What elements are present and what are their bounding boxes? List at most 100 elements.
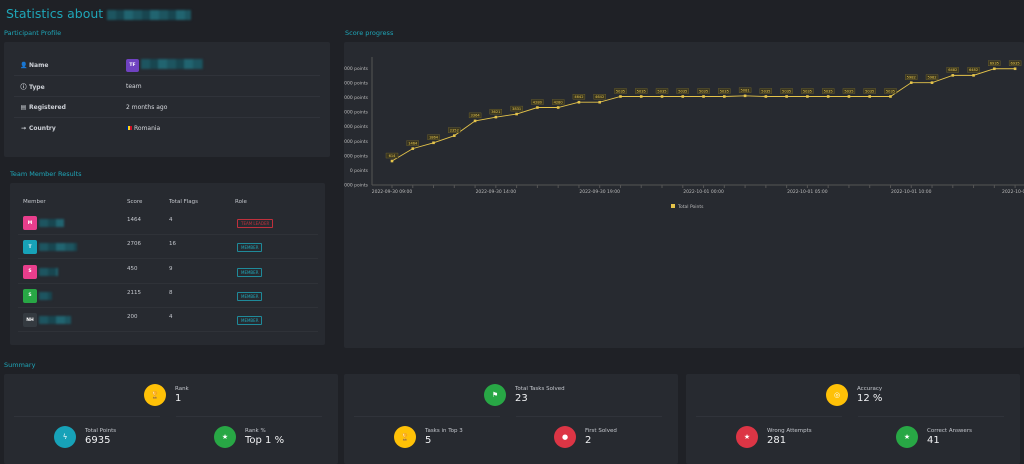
legend-label: Total Points	[677, 204, 704, 210]
data-label: 5035	[720, 89, 729, 93]
summary-card	[344, 374, 678, 464]
data-point	[868, 95, 872, 98]
y-tick-label: 2000 points	[344, 139, 369, 145]
profile-card: 👤 Name TF ⓘ Type team ▤ Registered 2 months ago →…	[4, 42, 330, 157]
target-icon: ◎	[826, 384, 848, 406]
data-label: 5035	[699, 89, 708, 93]
table-row: S 450 9 MEMBER	[18, 260, 318, 284]
data-label-bg	[738, 87, 752, 93]
avatar: T	[23, 240, 37, 255]
data-label-bg	[552, 99, 565, 105]
member-flags: 4	[169, 314, 173, 321]
stat-value: Top 1 %	[245, 435, 285, 446]
role-badge: MEMBER	[237, 243, 263, 253]
data-point	[723, 95, 726, 98]
data-point	[1013, 67, 1017, 71]
member-score: 2115	[127, 289, 141, 296]
data-point	[577, 100, 581, 104]
bolt-icon: ϟ	[54, 426, 76, 448]
table-row: S 2115 8 MEMBER	[18, 284, 318, 308]
data-label-bg	[863, 88, 876, 94]
data-label: 3364	[471, 114, 481, 118]
star-icon: ★	[896, 426, 918, 448]
y-tick-label: 0 points	[350, 168, 369, 174]
stat-accuracy: ◎ Accuracy 12 %	[826, 384, 882, 406]
avatar: S	[23, 288, 37, 303]
profile-value: 2 months ago	[126, 103, 168, 111]
stat-value: 12 %	[857, 393, 883, 404]
chart-card: -1000 points 0 points 1000 points 2000 poin…	[344, 42, 1024, 348]
stat-label: Correct Answers	[927, 428, 972, 434]
data-label-bg	[759, 88, 773, 94]
data-label-bg	[801, 88, 814, 94]
redacted-name	[107, 9, 192, 20]
member-cell[interactable]: S	[23, 264, 58, 279]
stat-label: Wrong Attempts	[767, 428, 812, 434]
data-label: 5035	[657, 89, 666, 93]
member-cell[interactable]: T	[23, 240, 77, 255]
data-label-bg	[448, 127, 461, 133]
series-line	[391, 68, 1016, 162]
member-score: 200	[127, 314, 138, 321]
profile-row-country: → Country Romania	[20, 125, 161, 132]
data-point	[390, 159, 394, 163]
redacted-name	[39, 219, 64, 227]
stat-value: 23	[515, 393, 528, 404]
data-point	[411, 147, 415, 150]
stat-correct-answers: ★ Correct Answers 41	[896, 426, 972, 448]
data-label-bg	[572, 94, 586, 100]
data-label-bg	[884, 88, 897, 94]
data-label-bg	[780, 88, 793, 94]
data-point	[806, 95, 809, 98]
stat-value: 281	[767, 435, 787, 446]
stat-label: Rank %	[245, 428, 266, 434]
role-badge: MEMBER	[237, 291, 263, 301]
data-point	[681, 95, 685, 98]
avatar: M	[23, 216, 37, 230]
data-label-bg	[614, 88, 627, 94]
star-icon: ★	[736, 426, 758, 448]
data-point	[785, 95, 788, 98]
redacted-name	[39, 316, 71, 325]
data-label: 2352	[450, 128, 459, 132]
stat-label: Rank	[175, 386, 189, 392]
trophy-icon: 🏆	[394, 426, 416, 448]
avatar: S	[23, 264, 37, 279]
data-point	[826, 95, 830, 98]
data-point	[909, 81, 913, 84]
profile-section-title: Participant Profile	[4, 29, 62, 37]
data-label-bg	[842, 88, 856, 94]
data-label-bg	[406, 140, 419, 146]
profile-row-registered: ▤ Registered 2 months ago	[14, 97, 320, 118]
member-flags: 9	[169, 265, 173, 272]
data-point	[951, 74, 955, 77]
data-point	[993, 67, 996, 71]
table-row: M 1464 4 TEAM LEADER	[18, 211, 318, 235]
y-tick-label: 3000 points	[344, 124, 369, 130]
redacted-name	[141, 59, 203, 69]
x-tick-label: 2022-10-01 10:00	[891, 189, 932, 195]
data-point	[930, 81, 934, 84]
data-label: 6935	[1011, 62, 1020, 66]
y-tick-label: 5000 points	[344, 95, 369, 101]
summary-card	[4, 374, 338, 464]
stat-label: Accuracy	[857, 386, 883, 392]
member-cell[interactable]: S	[23, 288, 52, 303]
member-cell[interactable]: M	[23, 216, 64, 230]
profile-value: Romania	[126, 125, 160, 132]
table-row: T 2706 16 MEMBER	[18, 235, 318, 260]
data-label: 3621	[491, 110, 500, 114]
profile-value: team	[126, 82, 142, 90]
member-cell[interactable]: NH	[23, 313, 71, 328]
data-point	[598, 100, 601, 104]
romania-flag-icon	[126, 126, 132, 130]
data-label: 4642	[574, 95, 583, 99]
data-label-bg	[718, 88, 731, 94]
column-header: Score	[127, 199, 143, 205]
data-label: 5035	[865, 89, 874, 93]
data-point	[764, 95, 768, 98]
flag-icon: ⚑	[484, 384, 506, 406]
avatar: TF	[126, 58, 139, 72]
data-point	[743, 94, 747, 98]
y-tick-label: 6000 points	[344, 80, 369, 86]
